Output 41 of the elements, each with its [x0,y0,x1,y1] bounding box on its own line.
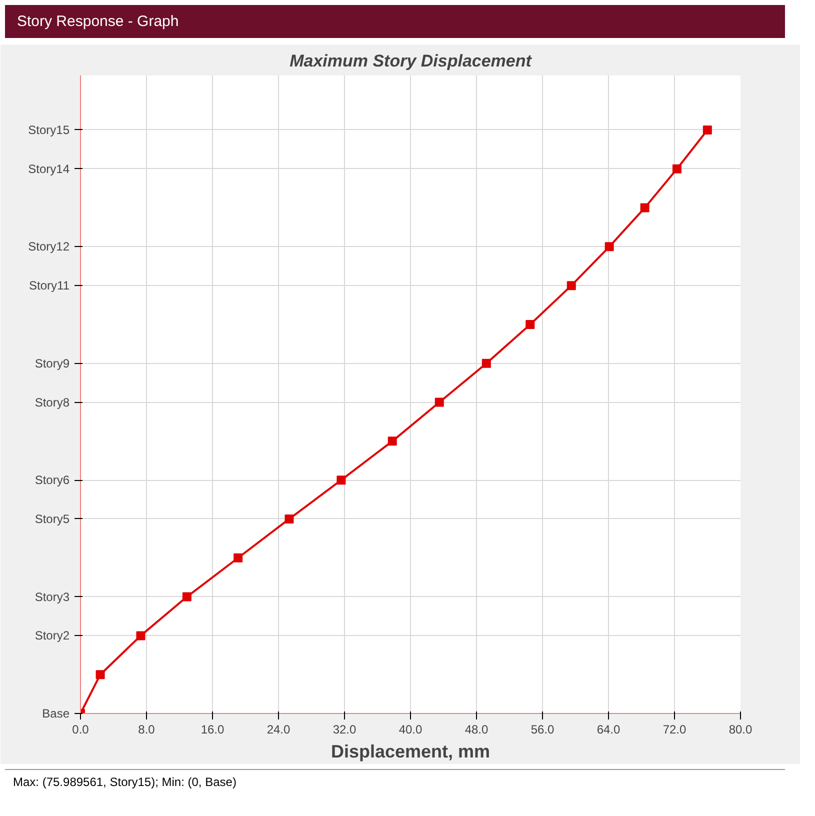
y-tick-label: Story2 [34,628,70,643]
y-tick-label: Story8 [34,395,70,410]
x-tick-label: 24.0 [266,722,291,736]
x-tick-label: 8.0 [138,722,156,736]
point [604,242,614,252]
x-tick-label: 72.0 [662,722,687,736]
y-tick-label: Story9 [34,356,70,370]
point [566,281,576,290]
y-tick-label: Story3 [34,590,70,604]
x-tick-label: 40.0 [398,722,423,736]
point [702,125,712,134]
text: Max: (75.989561, Story15); Min: (0, Base) [5,769,785,796]
y-tick-label: Story5 [34,512,70,526]
y-tick-label: Story6 [34,473,70,488]
point [434,398,444,407]
x-tick-label: 64.0 [596,722,621,736]
x-tick-label: 56.0 [530,722,555,736]
x-tick-label: 32.0 [332,722,357,736]
x-tick-label: 0.0 [72,722,90,736]
chart-title: Maximum Story Displacement [290,52,533,70]
point [672,164,682,174]
x-tick-label: 16.0 [200,722,225,736]
text: Story Response - Graph [5,5,785,38]
point [136,631,146,640]
x-tick-label: 80.0 [728,722,753,736]
point [482,358,491,368]
point [96,670,105,680]
point [182,592,192,602]
point [234,553,243,562]
point [526,320,535,329]
point [336,476,346,485]
point [388,436,397,446]
y-tick-label: Story15 [28,122,70,137]
y-tick-label: Base [42,706,70,720]
x-axis-title: Displacement, mm [330,742,490,762]
x-tick-label: 48.0 [464,722,489,736]
point [640,203,650,212]
y-tick-label: Story11 [29,278,70,293]
y-tick-label: Story14 [28,162,70,176]
y-tick-label: Story12 [28,240,70,254]
point [284,514,294,524]
